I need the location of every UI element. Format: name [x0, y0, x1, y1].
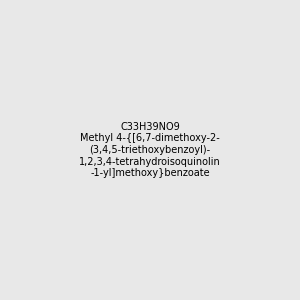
Text: C33H39NO9
Methyl 4-{[6,7-dimethoxy-2-
(3,4,5-triethoxybenzoyl)-
1,2,3,4-tetrahyd: C33H39NO9 Methyl 4-{[6,7-dimethoxy-2- (3… — [79, 122, 221, 178]
